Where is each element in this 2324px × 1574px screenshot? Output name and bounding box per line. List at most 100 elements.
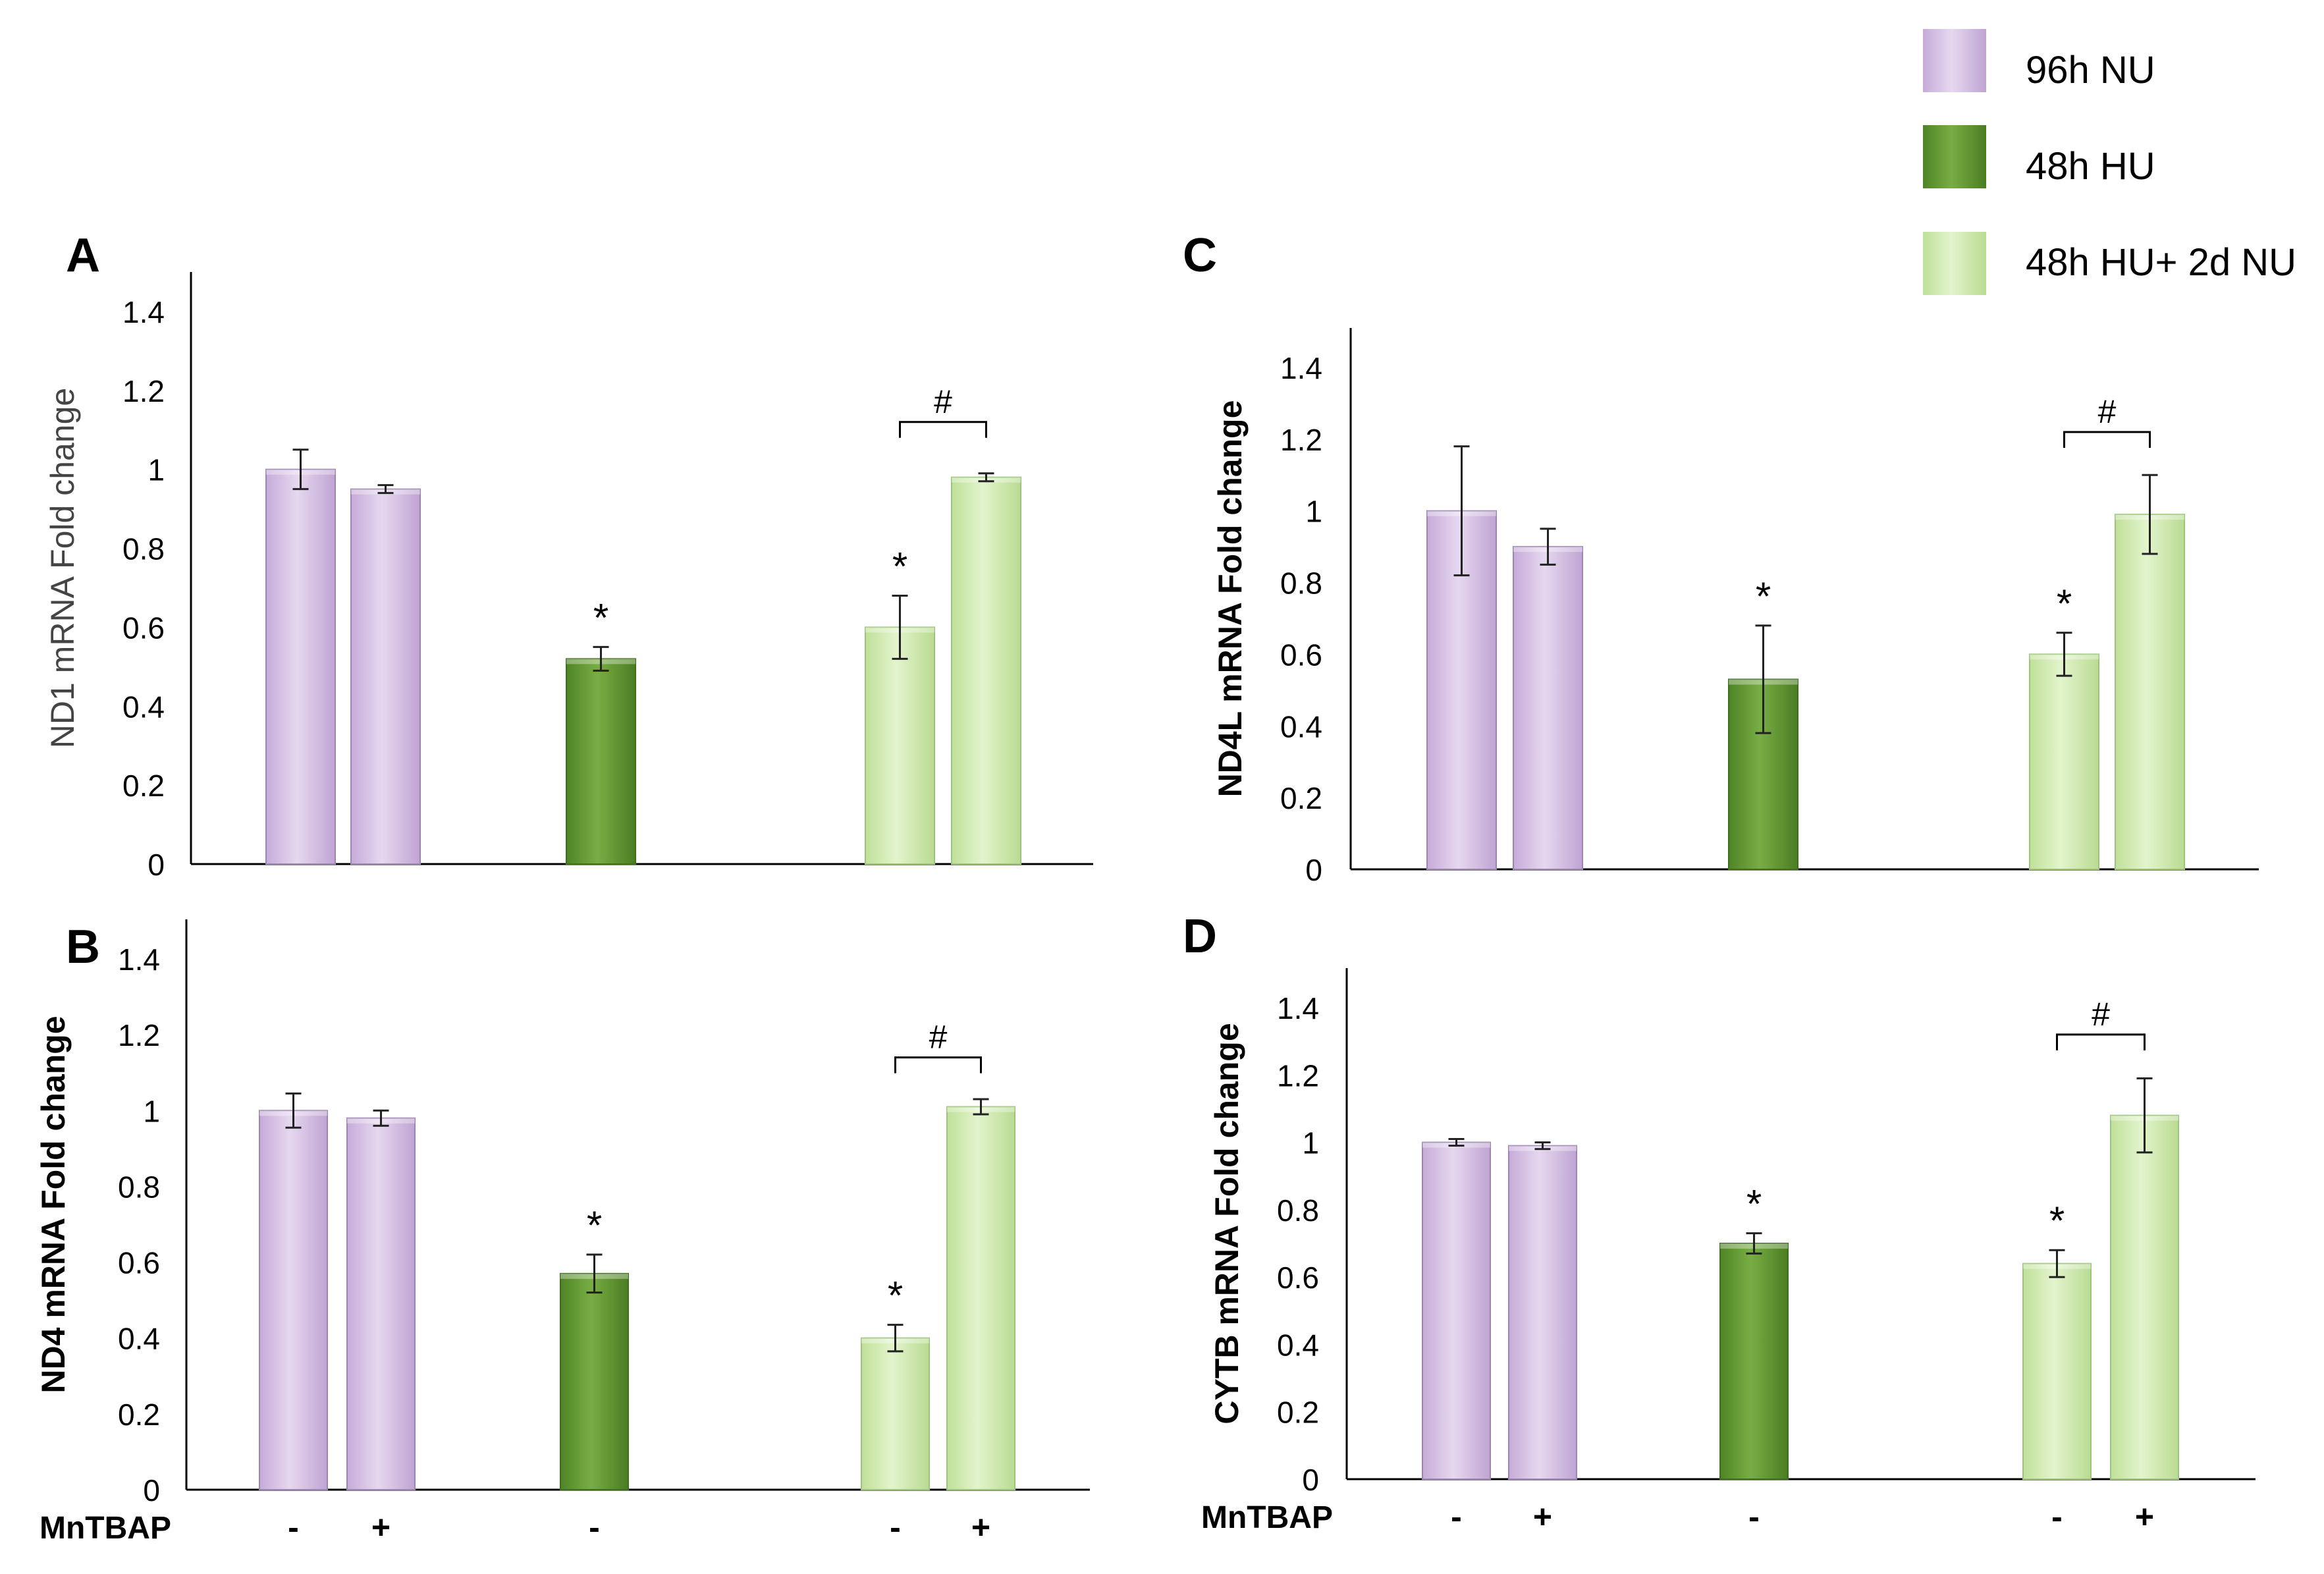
y-tick-label: 0.6 xyxy=(1277,1261,1319,1295)
significance-marker: * xyxy=(2057,582,2072,626)
y-tick-label: 0 xyxy=(1305,853,1322,887)
bar xyxy=(265,468,336,865)
legend-swatch-96h-nu xyxy=(1923,29,1986,92)
y-tick-label: 0.2 xyxy=(122,769,165,803)
bar xyxy=(861,1337,930,1490)
y-tick-label: 0.6 xyxy=(1280,638,1322,672)
bracket-label: # xyxy=(2098,393,2117,430)
significance-marker: * xyxy=(1756,574,1771,618)
y-tick-label: 1 xyxy=(1305,495,1322,529)
panel-d: D 0 0.2 0.4 0.6 0.8 1 1.2 1.4 CYTB mRNA Fold cha… xyxy=(1183,910,2256,1535)
y-tick-label: 1.2 xyxy=(118,1018,160,1052)
y-tick-label: 1.4 xyxy=(122,295,165,329)
mntbap-sign: + xyxy=(1533,1498,1552,1535)
significance-marker: * xyxy=(593,595,608,639)
chart-b: 0 0.2 0.4 0.6 0.8 1 1.2 1.4 ND4 mRNA Fold change… xyxy=(35,919,1090,1546)
mntbap-sign: - xyxy=(890,1509,901,1546)
y-tick-label: 1.2 xyxy=(122,374,165,408)
y-tick-label: 0.2 xyxy=(1280,781,1322,815)
y-axis-label: ND4 mRNA Fold change xyxy=(35,1016,72,1393)
bar xyxy=(1508,1145,1577,1480)
panel-c: C 0 0.2 0.4 0.6 0.8 1 1.2 1.4 ND4L mRNA Fold cha… xyxy=(1183,229,2259,887)
panel-letter-c: C xyxy=(1183,229,1217,282)
y-tick-label: 0.2 xyxy=(118,1398,160,1432)
y-tick-label: 1 xyxy=(143,1094,160,1128)
y-tick-label: 1 xyxy=(1302,1126,1319,1160)
y-tick-label: 0.8 xyxy=(118,1170,160,1204)
panel-letter-d: D xyxy=(1183,910,1217,963)
significance-bracket xyxy=(899,421,987,438)
y-tick-label: 0.6 xyxy=(122,611,165,645)
bar xyxy=(865,626,935,865)
bar xyxy=(346,1117,416,1491)
y-tick-label: 1 xyxy=(148,453,165,487)
mntbap-sign: - xyxy=(2051,1498,2063,1535)
y-tick-label: 0 xyxy=(1302,1463,1319,1497)
bar xyxy=(1719,1243,1789,1480)
significance-bracket xyxy=(2056,1033,2146,1050)
mntbap-sign: - xyxy=(1451,1498,1462,1535)
bracket-label: # xyxy=(929,1019,948,1056)
bar xyxy=(2022,1262,2092,1480)
y-tick-label: 1.4 xyxy=(1280,351,1322,385)
mntbap-sign: - xyxy=(288,1509,299,1546)
y-tick-label: 0.8 xyxy=(122,532,165,566)
mntbap-sign: - xyxy=(589,1509,600,1546)
panel-letter-b: B xyxy=(66,921,100,973)
bar xyxy=(566,658,636,865)
significance-marker: * xyxy=(892,544,907,588)
y-axis-label: ND4L mRNA Fold change xyxy=(1212,400,1249,798)
mntbap-sign: - xyxy=(1748,1498,1760,1535)
legend-label-48h-hu: 48h HU xyxy=(2026,145,2155,188)
y-tick-label: 0 xyxy=(143,1473,160,1507)
y-tick-label: 1.2 xyxy=(1277,1058,1319,1093)
panel-b: B 0 0.2 0.4 0.6 0.8 1 1.2 1.4 ND4 mRNA Fold chan… xyxy=(35,919,1090,1546)
y-tick-label: 1.2 xyxy=(1280,423,1322,457)
bar xyxy=(350,488,421,865)
bar xyxy=(946,1106,1015,1490)
bar xyxy=(560,1272,629,1491)
bracket-label: # xyxy=(934,383,952,420)
y-tick-label: 1.4 xyxy=(118,942,160,977)
bar xyxy=(951,476,1021,865)
legend-swatch-48h-hu xyxy=(1923,125,1986,188)
y-tick-label: 0.4 xyxy=(1280,709,1322,744)
y-tick-label: 1.4 xyxy=(1277,991,1319,1025)
significance-marker: * xyxy=(587,1203,602,1247)
y-tick-label: 0.6 xyxy=(118,1246,160,1280)
significance-bracket xyxy=(894,1056,982,1073)
y-tick-label: 0.4 xyxy=(1277,1328,1319,1362)
mntbap-label: MnTBAP xyxy=(1201,1500,1333,1535)
bar xyxy=(2110,1114,2179,1480)
panel-a: A 0 0.2 0.4 0.6 0.8 1 1.2 1.4 ND1 mRNA Fold chan… xyxy=(44,229,1093,882)
significance-marker: * xyxy=(1746,1182,1762,1226)
bracket-label: # xyxy=(2092,996,2110,1033)
y-tick-label: 0.2 xyxy=(1277,1396,1319,1430)
y-tick-label: 0 xyxy=(148,848,165,882)
mntbap-sign: + xyxy=(371,1509,391,1546)
legend-label-96h-nu: 96h NU xyxy=(2026,49,2155,92)
y-tick-label: 0.4 xyxy=(118,1322,160,1356)
legend: 96h NU 48h HU 48h HU+ 2d NU xyxy=(1923,29,2296,295)
chart-d: 0 0.2 0.4 0.6 0.8 1 1.2 1.4 CYTB mRNA Fold chang… xyxy=(1201,968,2256,1535)
chart-c: 0 0.2 0.4 0.6 0.8 1 1.2 1.4 ND4L mRNA Fold chang… xyxy=(1212,328,2259,887)
bar xyxy=(1422,1141,1491,1480)
y-axis-label: CYTB mRNA Fold change xyxy=(1208,1023,1245,1424)
mntbap-label: MnTBAP xyxy=(40,1511,171,1546)
significance-marker: * xyxy=(2049,1199,2065,1243)
mntbap-sign: + xyxy=(2135,1498,2154,1535)
mntbap-sign: + xyxy=(971,1509,990,1546)
y-tick-label: 0.4 xyxy=(122,690,165,724)
y-axis-label: ND1 mRNA Fold change xyxy=(44,388,81,748)
y-tick-label: 0.8 xyxy=(1277,1193,1319,1228)
panel-letter-a: A xyxy=(66,229,100,282)
bar xyxy=(2115,514,2185,870)
significance-bracket xyxy=(2063,431,2151,448)
significance-marker: * xyxy=(888,1274,903,1318)
bar xyxy=(2029,653,2099,871)
bar xyxy=(259,1110,328,1491)
bar xyxy=(1513,546,1583,871)
legend-label-48h-hu-2d-nu: 48h HU+ 2d NU xyxy=(2026,241,2296,284)
y-tick-label: 0.8 xyxy=(1280,566,1322,601)
